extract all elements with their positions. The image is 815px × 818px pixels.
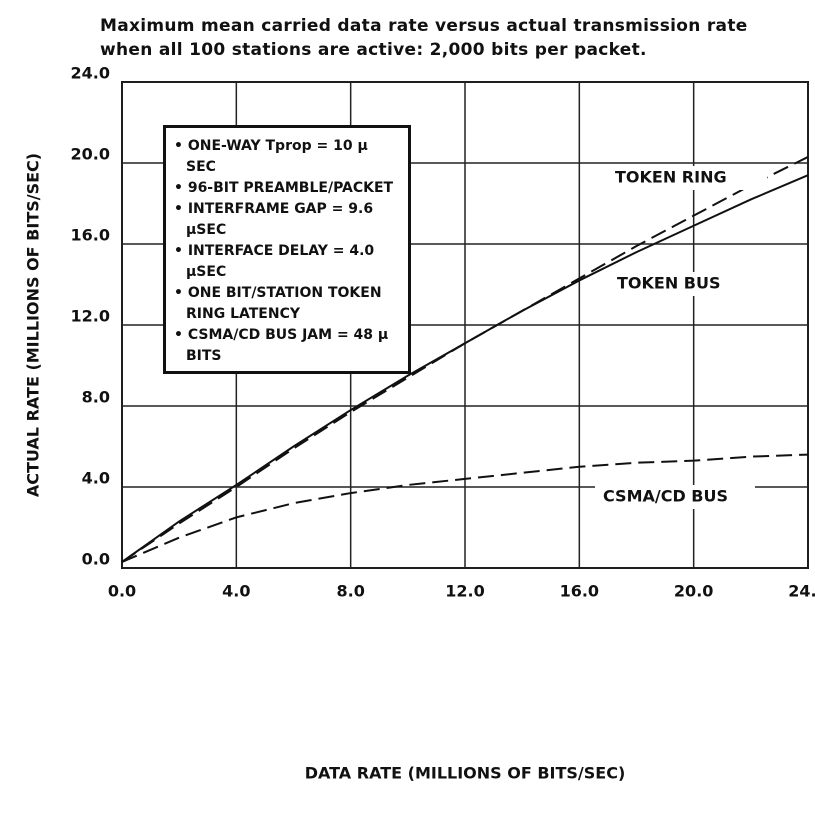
chart-title: Maximum mean carried data rate versus ac… [100, 14, 760, 62]
x-tick-label: 0.0 [108, 582, 136, 601]
y-tick-label: 4.0 [82, 469, 110, 488]
x-tick-label: 24.0 [788, 582, 815, 601]
series-label: TOKEN BUS [617, 274, 721, 293]
x-tick-label: 16.0 [560, 582, 599, 601]
note-item: CSMA/CD BUS JAM = 48 μ BITS [174, 325, 402, 367]
page: DATA RATE (MILLIONS OF BITS/SEC) ACTUAL … [0, 0, 815, 818]
notes-box: ONE-WAY Tprop = 10 μ SEC96-BIT PREAMBLE/… [163, 125, 411, 374]
series-label: CSMA/CD BUS [603, 487, 728, 506]
note-item: 96-BIT PREAMBLE/PACKET [174, 178, 402, 199]
x-tick-label: 4.0 [222, 582, 250, 601]
note-item: INTERFACE DELAY = 4.0 μSEC [174, 241, 402, 283]
y-tick-label: 16.0 [71, 226, 110, 245]
y-axis-label: ACTUAL RATE (MILLIONS OF BITS/SEC) [24, 153, 43, 497]
x-tick-label: 8.0 [336, 582, 364, 601]
x-tick-label: 12.0 [445, 582, 484, 601]
note-item: INTERFRAME GAP = 9.6 μSEC [174, 199, 402, 241]
y-tick-label: 12.0 [71, 307, 110, 326]
x-tick-label: 20.0 [674, 582, 713, 601]
note-item: ONE BIT/STATION TOKEN RING LATENCY [174, 283, 402, 325]
y-tick-label: 24.0 [71, 64, 110, 83]
series-label: TOKEN RING [615, 168, 727, 187]
x-axis-label: DATA RATE (MILLIONS OF BITS/SEC) [305, 764, 626, 783]
note-item: ONE-WAY Tprop = 10 μ SEC [174, 136, 402, 178]
y-tick-label: 0.0 [82, 550, 110, 569]
y-tick-label: 8.0 [82, 388, 110, 407]
y-tick-label: 20.0 [71, 145, 110, 164]
chart: DATA RATE (MILLIONS OF BITS/SEC) ACTUAL … [0, 0, 815, 818]
